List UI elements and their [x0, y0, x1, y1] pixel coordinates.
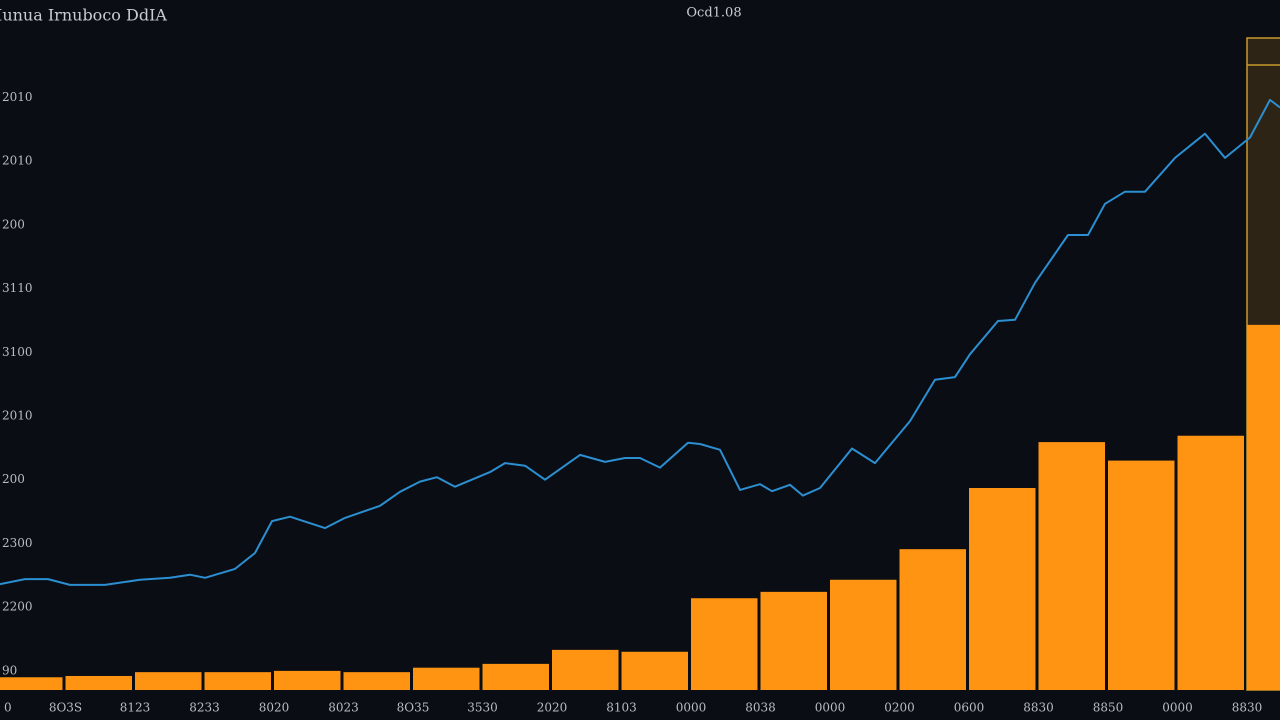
x-tick-label: 8850 — [1093, 701, 1124, 715]
x-tick-label: 2020 — [537, 701, 568, 715]
bar — [830, 579, 897, 690]
x-tick-label: 0 — [4, 701, 12, 715]
x-tick-label: 8023 — [328, 701, 359, 715]
y-tick-label: 2010 — [2, 408, 33, 422]
bar — [1177, 435, 1244, 690]
line — [0, 98, 1280, 586]
bar — [621, 651, 688, 690]
y-tick-label: 3110 — [2, 281, 33, 295]
x-tick-label: 0600 — [954, 701, 985, 715]
bar — [0, 677, 63, 690]
bar — [1108, 460, 1175, 690]
x-tick-label: 0200 — [884, 701, 915, 715]
bar — [1247, 324, 1280, 690]
x-tick-label: 0000 — [815, 701, 846, 715]
x-tick-label: 8O3S — [49, 701, 82, 715]
y-tick-label: 2010 — [2, 90, 33, 104]
chart-title: Iunua Irnuboco DdIA — [0, 6, 167, 25]
x-tick-label: 8123 — [120, 701, 151, 715]
x-tick-label: 8830 — [1232, 701, 1263, 715]
x-tick-label: 8O35 — [397, 701, 430, 715]
bar — [204, 672, 271, 690]
y-tick-label: 200 — [2, 472, 25, 486]
x-tick-label: 0000 — [1162, 701, 1193, 715]
bar — [482, 663, 549, 690]
y-tick-label: 90 — [2, 663, 17, 677]
bar — [1038, 442, 1105, 690]
bar — [969, 487, 1036, 690]
bar — [760, 591, 827, 690]
bar — [343, 672, 410, 690]
x-tick-label: 8830 — [1023, 701, 1054, 715]
x-tick-label: 3530 — [467, 701, 498, 715]
bar — [274, 670, 341, 690]
bar — [899, 549, 966, 690]
y-tick-label: 2010 — [2, 154, 33, 168]
x-tick-label: 8038 — [745, 701, 776, 715]
chart-subtitle: Ocd1.08 — [686, 6, 741, 21]
bar — [65, 675, 132, 690]
y-tick-label: 2200 — [2, 600, 33, 614]
y-tick-label: 200 — [2, 217, 25, 231]
x-tick-label: 8020 — [259, 701, 290, 715]
x-tick-label: 8103 — [606, 701, 637, 715]
bar — [135, 672, 202, 690]
bar — [691, 598, 758, 690]
bar — [413, 667, 480, 690]
y-tick-label: 3100 — [2, 345, 33, 359]
bar — [552, 649, 619, 690]
x-tick-label: 8233 — [189, 701, 220, 715]
x-tick-label: 0000 — [676, 701, 707, 715]
y-tick-label: 2300 — [2, 536, 33, 550]
